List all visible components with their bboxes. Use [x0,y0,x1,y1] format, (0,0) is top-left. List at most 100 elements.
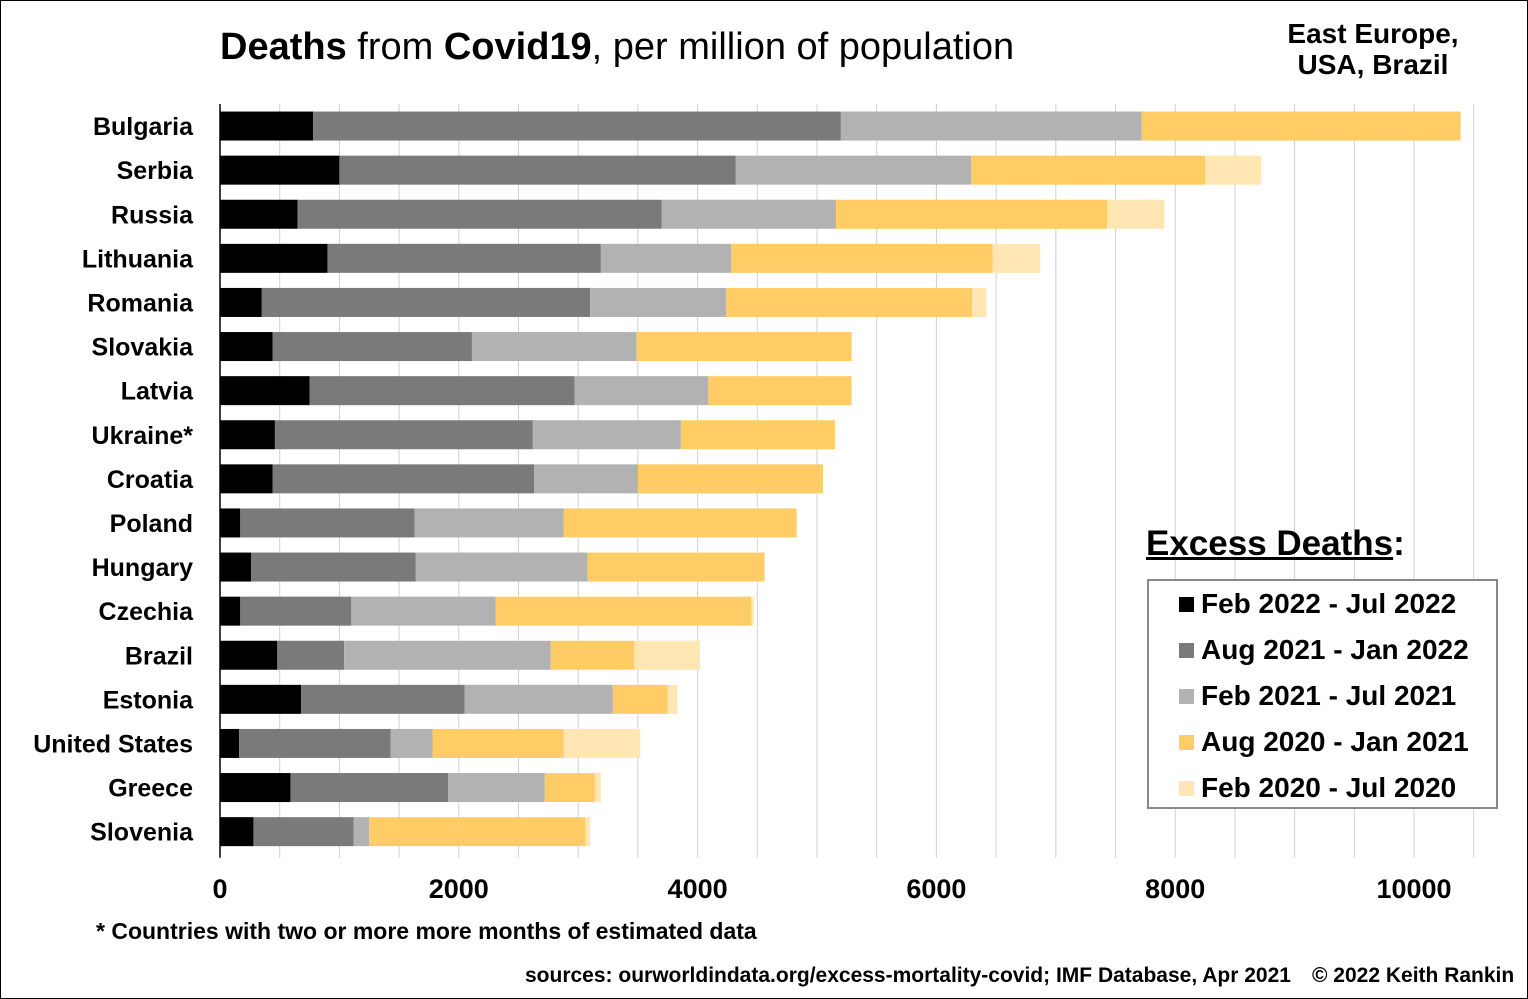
bar-segment [637,464,823,494]
bar-segment [972,287,987,317]
bar-segment [290,773,449,803]
bar-segment [1205,155,1262,185]
bar-segment [661,199,837,229]
bar-segment [735,155,972,185]
bar-segment [297,199,662,229]
bar-segment [563,508,797,538]
bar-segment [432,728,564,758]
x-tick-label: 6000 [906,874,966,904]
category-label: Serbia [117,157,195,185]
bar-segment [600,243,732,273]
bar-segment [751,596,754,626]
x-tick-label: 10000 [1376,874,1451,904]
legend-item: Aug 2020 - Jan 2021 [1179,726,1469,757]
bar-segment [680,420,835,450]
legend-title: Excess Deaths: [1146,524,1405,563]
bar-segment [590,287,727,317]
category-label: Ukraine* [92,422,194,450]
legend-swatch [1179,734,1194,750]
subtitle-line-1: East Europe, [1287,18,1459,49]
bar-segment [369,817,586,847]
category-label: Estonia [103,686,194,714]
category-label: United States [33,730,193,758]
category-label: Bulgaria [93,113,194,141]
legend-label: Aug 2020 - Jan 2021 [1201,726,1469,757]
bar-segment [240,508,415,538]
bar-segment [274,420,533,450]
bar-segment [220,199,298,229]
footnote: * Countries with two or more more months… [96,918,757,944]
bar-segment [327,243,601,273]
bar-segment [544,773,595,803]
bar-segment [1107,199,1165,229]
legend-label: Feb 2020 - Jul 2020 [1201,772,1457,803]
bar-segment [220,376,310,406]
bar-segment [726,287,973,317]
bar-segment [220,728,240,758]
bar-segment [313,111,841,141]
legend-swatch [1179,596,1194,612]
category-label: Croatia [107,466,194,494]
bar-segment [636,332,852,362]
bar-segment [220,817,254,847]
bar-segment [239,728,391,758]
sources-note: sources: ourworldindata.org/excess-morta… [525,964,1291,987]
legend-label: Feb 2021 - Jul 2021 [1201,680,1457,711]
legend-item: Feb 2020 - Jul 2020 [1179,772,1457,803]
bar-segment [220,420,275,450]
chart-title: Deaths from Covid19, per million of popu… [220,26,1015,68]
bar-segment [532,420,681,450]
bar-segment [220,640,278,670]
category-label: Russia [111,201,194,229]
bar-segment [220,332,273,362]
bar-segment [277,640,345,670]
category-label: Latvia [121,378,194,406]
legend-label: Aug 2021 - Jan 2022 [1201,634,1469,665]
bar-segment [240,596,352,626]
bar-segment [612,684,668,714]
bar-segment [448,773,545,803]
subtitle-line-2: USA, Brazil [1297,49,1449,80]
legend-item: Feb 2021 - Jul 2021 [1179,680,1457,711]
bar-segment [992,243,1041,273]
bar-segment [390,728,433,758]
bar-segment [731,243,993,273]
category-label: Czechia [99,598,195,626]
bar-segment [534,464,638,494]
bar-segment [708,376,852,406]
x-tick-label: 8000 [1145,874,1205,904]
bar-segment [220,243,328,273]
bar-segment [220,111,314,141]
bar-segment [574,376,709,406]
x-tick-label: 0 [212,874,227,904]
bar-segment [414,508,564,538]
legend-swatch [1179,780,1194,796]
bar-segment [594,773,601,803]
bar-segment [585,817,591,847]
category-label: Slovakia [92,334,195,362]
bar-segment [220,552,252,582]
legend-swatch [1179,642,1194,658]
x-tick-label: 4000 [668,874,728,904]
bar-segment [220,155,340,185]
bar-segment [251,552,416,582]
category-label: Greece [108,775,193,803]
bar-segment [415,552,588,582]
bar-segment [563,728,641,758]
bar-segment [301,684,465,714]
bar-segment [464,684,613,714]
bar-segment [220,596,241,626]
bar-segment [220,773,291,803]
bar-segment [836,199,1108,229]
legend-item: Aug 2021 - Jan 2022 [1179,634,1469,665]
bar-segment [272,332,472,362]
bar-segment [220,464,273,494]
bar-segment [971,155,1206,185]
bar-segment [339,155,736,185]
category-label: Romania [87,289,194,317]
bar-segment [495,596,752,626]
category-label: Slovenia [90,819,194,847]
axis: 0 2000 4000 6000 8000 10000 [212,104,1452,904]
bar-segment [1141,111,1461,141]
